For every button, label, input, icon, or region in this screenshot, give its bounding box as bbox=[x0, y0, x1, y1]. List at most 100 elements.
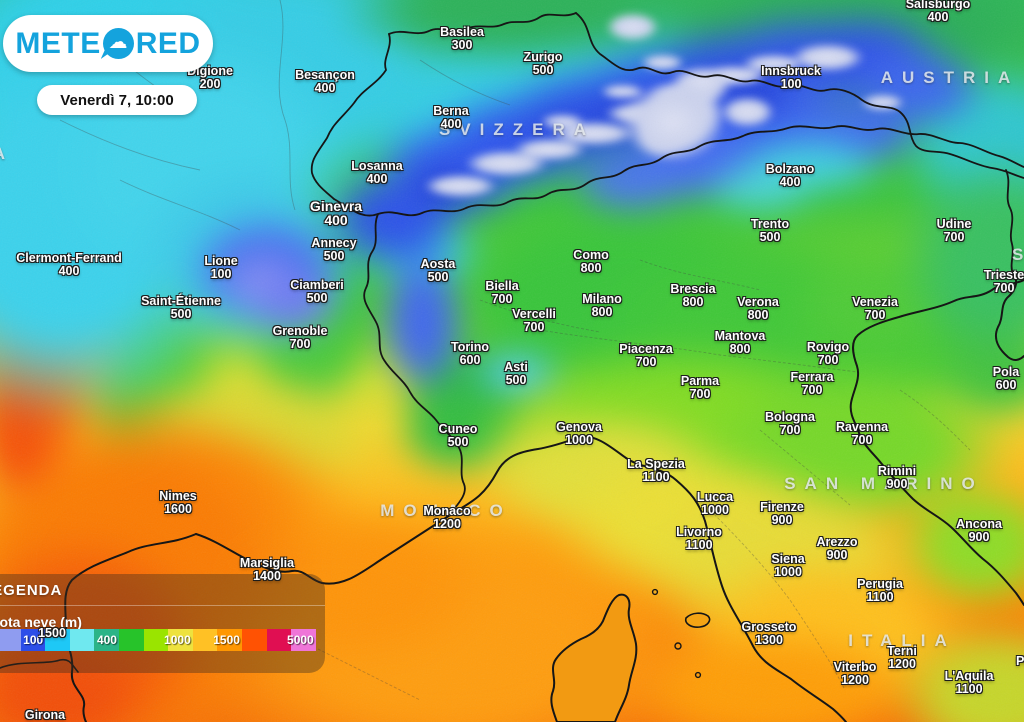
city-label-mantova: Mantova 800 bbox=[715, 330, 766, 356]
city-name: Zurigo bbox=[523, 50, 563, 64]
city-snow-level-value: 400 bbox=[366, 172, 388, 186]
map-color-blob bbox=[540, 450, 840, 600]
city-snow-level-value: 800 bbox=[580, 261, 602, 275]
city-name: Monaco bbox=[423, 504, 471, 518]
city-label-grosseto: Grosseto 1300 bbox=[742, 621, 797, 647]
city-name: Berna bbox=[433, 104, 469, 118]
corsica-island bbox=[550, 593, 638, 722]
city-snow-level-value: 400 bbox=[324, 212, 348, 228]
city-name: Pola bbox=[992, 365, 1020, 379]
city-name: Rimini bbox=[877, 464, 917, 478]
map-color-blob bbox=[920, 245, 1024, 355]
city-name: Pescara bbox=[1016, 654, 1024, 668]
map-color-blob bbox=[777, 9, 947, 105]
map-color-blob bbox=[847, 44, 987, 130]
glacier-patch bbox=[635, 116, 691, 158]
legend-swatch-label: 5000 bbox=[287, 633, 314, 647]
city-name: Lione bbox=[204, 254, 238, 268]
city-name: Firenze bbox=[760, 500, 804, 514]
map-color-blob bbox=[432, 92, 602, 192]
city-snow-level-value: 700 bbox=[779, 423, 801, 437]
legend-panel: LEGENDA Quota neve (m) 100 400 1000 1500 500… bbox=[0, 574, 325, 673]
legend-swatch-400: 400 bbox=[94, 629, 119, 651]
istria-coastline bbox=[994, 273, 1024, 361]
map-color-blob bbox=[492, 0, 732, 118]
legend-swatch bbox=[118, 629, 144, 651]
city-snow-level-value: 600 bbox=[459, 353, 481, 367]
glacier-patch bbox=[511, 137, 587, 161]
legend-color-scale: 100 400 1000 1500 5000 bbox=[0, 629, 316, 651]
city-snow-level-value: 400 bbox=[927, 10, 949, 24]
city-name: Perugia bbox=[857, 577, 903, 591]
map-color-blob bbox=[404, 166, 480, 208]
legend-subtitle: Quota neve (m) bbox=[0, 614, 82, 630]
map-color-blob bbox=[704, 66, 800, 118]
city-snow-level-value: 500 bbox=[170, 307, 192, 321]
city-label-ginevra: Ginevra 400 bbox=[310, 199, 362, 227]
city-label-piacenza: Piacenza 700 bbox=[619, 343, 673, 369]
city-name: La Spezia bbox=[627, 457, 685, 471]
city-label-zurigo: Zurigo 500 bbox=[524, 51, 563, 77]
city-snow-level-value: 800 bbox=[591, 305, 613, 319]
city-snow-level-value: 700 bbox=[993, 281, 1015, 295]
city-name: Ginevra bbox=[309, 198, 363, 214]
city-label-nimes: Nimes 1600 bbox=[159, 490, 197, 516]
city-name: Cuneo bbox=[438, 422, 478, 436]
region-label-san-marino: SAN MARINO bbox=[784, 474, 984, 493]
map-color-blob bbox=[497, 67, 677, 167]
meteored-logo: METE RED bbox=[3, 15, 213, 72]
city-snow-level-value: 700 bbox=[289, 337, 311, 351]
map-color-blob bbox=[930, 315, 1024, 425]
jura-border bbox=[310, 33, 391, 200]
city-label-basilea: Basilea 300 bbox=[440, 26, 484, 52]
city-label-ravenna: Ravenna 700 bbox=[836, 421, 888, 447]
elba-island bbox=[684, 612, 711, 628]
city-name: Marsiglia bbox=[239, 556, 295, 570]
city-label-innsbruck: Innsbruck 100 bbox=[761, 65, 821, 91]
legend-swatch-5000: 5000 bbox=[287, 629, 316, 651]
city-label-aosta: Aosta 500 bbox=[421, 258, 456, 284]
city-name: Trieste bbox=[983, 268, 1024, 282]
region-label-slovenia: SLOVENIA bbox=[1012, 245, 1024, 265]
city-name: Saint-Étienne bbox=[141, 294, 221, 308]
map-color-blob bbox=[0, 320, 93, 490]
islet bbox=[694, 671, 702, 679]
region-label-austria: AUSTRIA bbox=[880, 68, 1020, 87]
glacier-patch bbox=[463, 149, 549, 177]
city-name: Asti bbox=[504, 360, 528, 374]
datetime-chip: Venerdì 7, 10:00 bbox=[37, 85, 197, 115]
city-name: Lucca bbox=[696, 490, 734, 504]
city-label-rovigo: Rovigo 700 bbox=[807, 341, 849, 367]
map-color-blob bbox=[250, 260, 360, 430]
city-snow-level-value: 500 bbox=[427, 270, 449, 284]
swiss-north-border bbox=[388, 12, 577, 35]
glacier-patch bbox=[619, 81, 725, 163]
glacier-patch bbox=[719, 96, 775, 128]
city-snow-level-value: 100 bbox=[780, 77, 802, 91]
map-color-blob bbox=[372, 119, 532, 225]
map-color-blob bbox=[0, 220, 135, 450]
city-label-berna: Berna 400 bbox=[433, 105, 468, 131]
city-label-monaco: Monaco 1200 bbox=[423, 505, 470, 531]
map-color-blob bbox=[468, 350, 564, 396]
city-name: Siena bbox=[771, 552, 805, 566]
city-label-clermont-ferrand: Clermont-Ferrand 400 bbox=[16, 252, 122, 278]
legend-swatch bbox=[241, 629, 267, 651]
map-color-blob bbox=[612, 119, 772, 205]
map-color-blob bbox=[895, 480, 1024, 610]
map-color-blob bbox=[0, 370, 63, 500]
map-color-blob bbox=[657, 69, 867, 185]
city-name: Udine bbox=[936, 217, 972, 231]
map-color-blob bbox=[187, 212, 347, 328]
city-label-perugia: Perugia 1100 bbox=[857, 578, 903, 604]
map-color-blob bbox=[115, 367, 385, 497]
city-name: Ferrara bbox=[790, 370, 834, 384]
map-color-blob bbox=[393, 387, 523, 477]
legend-swatch-label: 400 bbox=[96, 633, 117, 647]
city-name: Basilea bbox=[440, 25, 484, 39]
city-snow-level-value: 1100 bbox=[642, 470, 670, 484]
city-snow-level-value: 800 bbox=[729, 342, 751, 356]
map-color-blob bbox=[492, 361, 540, 385]
map-color-blob bbox=[635, 480, 935, 650]
city-snow-level-value: 1000 bbox=[774, 565, 802, 579]
